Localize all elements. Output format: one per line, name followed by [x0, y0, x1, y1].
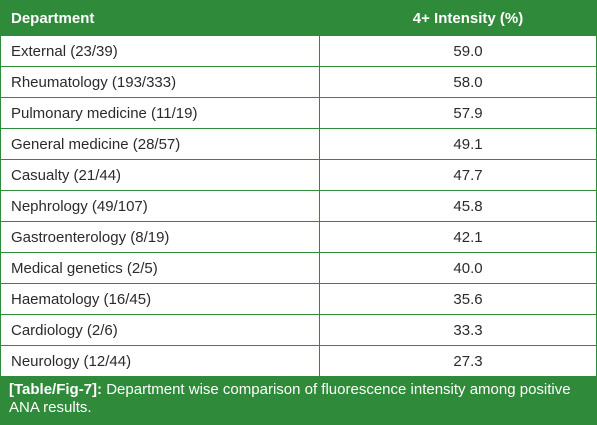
cell-department: Pulmonary medicine (11/19): [11, 105, 198, 122]
cell-department: General medicine (28/57): [11, 136, 181, 153]
table-row: Haematology (16/45) 35.6: [1, 284, 596, 315]
cell-intensity: 27.3: [453, 353, 483, 370]
cell-department: Cardiology (2/6): [11, 322, 118, 339]
table-row: Nephrology (49/107) 45.8: [1, 191, 596, 222]
table-row: Rheumatology (193/333) 58.0: [1, 67, 596, 98]
table-row: Pulmonary medicine (11/19) 57.9: [1, 98, 596, 129]
cell-intensity: 57.9: [453, 105, 483, 122]
cell-intensity: 40.0: [453, 260, 483, 277]
cell-department: External (23/39): [11, 43, 118, 60]
table-row: Medical genetics (2/5) 40.0: [1, 253, 596, 284]
header-department: Department: [11, 10, 95, 27]
cell-intensity: 35.6: [453, 291, 483, 308]
caption-label: [Table/Fig-7]:: [9, 381, 103, 398]
cell-intensity: 49.1: [453, 136, 483, 153]
cell-intensity: 33.3: [453, 322, 483, 339]
cell-department: Neurology (12/44): [11, 353, 132, 370]
column-divider: [319, 1, 320, 377]
cell-department: Haematology (16/45): [11, 291, 152, 308]
table-row: Casualty (21/44) 47.7: [1, 160, 596, 191]
header-intensity: 4+ Intensity (%): [412, 10, 524, 27]
caption-text: Department wise comparison of fluorescen…: [9, 381, 571, 416]
table-row: General medicine (28/57) 49.1: [1, 129, 596, 160]
table-row: Gastroenterology (8/19) 42.1: [1, 222, 596, 253]
cell-intensity: 47.7: [453, 167, 483, 184]
cell-department: Nephrology (49/107): [11, 198, 148, 215]
table-caption: [Table/Fig-7]: Department wise compariso…: [1, 377, 596, 425]
cell-intensity: 45.8: [453, 198, 483, 215]
cell-intensity: 58.0: [453, 74, 483, 91]
cell-intensity: 42.1: [453, 229, 483, 246]
table-row: Cardiology (2/6) 33.3: [1, 315, 596, 346]
table-body: External (23/39) 59.0 Rheumatology (193/…: [1, 36, 596, 377]
table-header: Department 4+ Intensity (%): [1, 1, 596, 36]
table-row: External (23/39) 59.0: [1, 36, 596, 67]
cell-department: Gastroenterology (8/19): [11, 229, 170, 246]
table-row: Neurology (12/44) 27.3: [1, 346, 596, 377]
cell-department: Medical genetics (2/5): [11, 260, 158, 277]
cell-intensity: 59.0: [453, 43, 483, 60]
cell-department: Casualty (21/44): [11, 167, 122, 184]
cell-department: Rheumatology (193/333): [11, 74, 177, 91]
